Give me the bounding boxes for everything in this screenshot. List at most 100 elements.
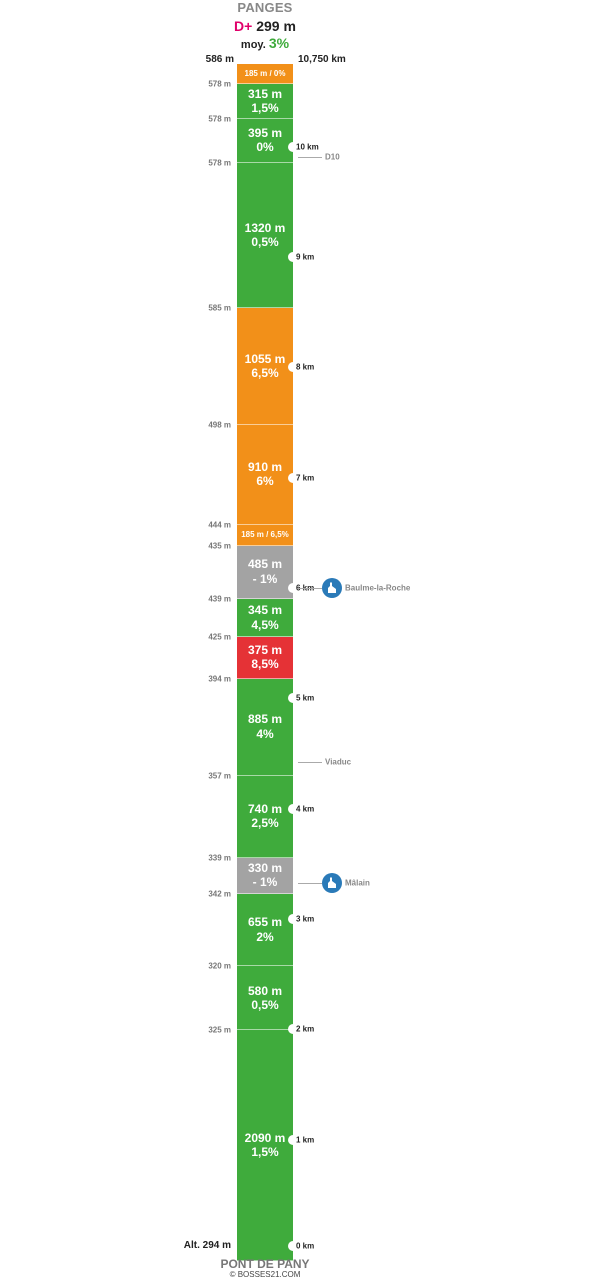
segment-gradient: 2,5% xyxy=(251,816,279,831)
poi-label: Baulme-la-Roche xyxy=(345,583,411,593)
profile-segment: 885 m 4% xyxy=(237,678,293,777)
km-marker-dot xyxy=(288,252,298,263)
km-marker-dot xyxy=(288,693,298,704)
segment-gradient: 4,5% xyxy=(251,617,279,632)
profile-segment: 315 m 1,5% xyxy=(237,84,293,120)
altitude-label: 439 m xyxy=(208,594,231,604)
altitude-label: 339 m xyxy=(208,853,231,863)
dplus-prefix: D+ xyxy=(234,18,253,34)
profile-segment: 1320 m 0,5% xyxy=(237,162,293,309)
poi-label: Mâlain xyxy=(345,878,370,888)
km-marker-label: 3 km xyxy=(296,914,315,924)
altitude-label: 394 m xyxy=(208,674,231,683)
profile-segment: 2090 m 1,5% xyxy=(237,1030,293,1262)
segment-length: 1055 m xyxy=(244,351,286,366)
segment-length: 2090 m xyxy=(244,1130,286,1145)
profile-segment: 655 m 2% xyxy=(237,894,293,967)
segment-length: 740 m xyxy=(247,802,283,817)
segment-length: 375 m xyxy=(247,642,283,657)
church-icon xyxy=(322,872,342,893)
start-altitude: Alt. 294 m xyxy=(183,1240,231,1251)
km-marker-label: 4 km xyxy=(296,804,315,814)
elevation-gain: D+ 299 m xyxy=(0,18,530,34)
summit-altitude: 586 m xyxy=(205,54,234,65)
segment-length: 885 m xyxy=(247,712,283,727)
segment-gradient: - 1% xyxy=(252,875,278,890)
segment-gradient: 6% xyxy=(256,474,274,489)
profile-segment: 185 m / 6,5% xyxy=(237,525,293,546)
altitude-label: 357 m xyxy=(208,771,231,781)
km-marker-label: 2 km xyxy=(296,1024,315,1034)
segment-gradient: 8,5% xyxy=(251,657,279,672)
moy-value: 3% xyxy=(268,35,290,51)
profile-segment: 580 m 0,5% xyxy=(237,966,293,1031)
km-marker-dot xyxy=(288,803,298,814)
segment-length: 345 m xyxy=(247,603,283,618)
altitude-label: 498 m xyxy=(208,420,231,430)
profile-segment: 740 m 2,5% xyxy=(237,776,293,858)
km-marker-dot xyxy=(288,914,298,925)
segment-gradient: - 1% xyxy=(252,571,278,586)
km-marker-label: 7 km xyxy=(296,473,315,483)
poi-leader-line xyxy=(298,588,322,590)
km-marker-dot xyxy=(288,583,298,594)
km-marker-label: 9 km xyxy=(296,252,315,262)
segment-length: 395 m xyxy=(247,126,283,141)
total-distance: 10,750 km xyxy=(298,54,346,65)
profile-segment: 485 m- 1% xyxy=(237,545,293,600)
km-marker-label: 8 km xyxy=(296,362,315,372)
profile-segment: 910 m 6% xyxy=(237,424,293,526)
segment-length: 485 m xyxy=(247,557,283,572)
km-marker-label: 5 km xyxy=(296,693,315,703)
altitude-label: 435 m xyxy=(208,541,231,551)
km-marker-label: 1 km xyxy=(296,1135,315,1145)
altitude-label: 578 m xyxy=(208,114,231,124)
segment-length: 185 m / 6,5% xyxy=(241,530,289,540)
profile-segment: 345 m 4,5% xyxy=(237,599,293,638)
segment-gradient: 6,5% xyxy=(251,366,279,381)
poi-leader-line xyxy=(298,156,322,158)
profile-segment: 185 m / 0% xyxy=(237,64,293,85)
church-icon xyxy=(322,578,342,599)
km-marker-dot xyxy=(288,1241,298,1251)
moy-label: moy. xyxy=(240,39,266,51)
credit: © BOSSES21.COM xyxy=(229,1270,301,1279)
km-marker-dot xyxy=(288,472,298,483)
km-marker-dot xyxy=(288,141,298,152)
profile-segment: 1055 m 6,5% xyxy=(237,308,293,425)
altitude-label: 342 m xyxy=(208,889,231,899)
segment-length: 580 m xyxy=(247,983,283,998)
segment-length: 910 m xyxy=(247,460,283,475)
segment-gradient: 0,5% xyxy=(251,997,279,1012)
profile-segment: 330 m- 1% xyxy=(237,857,293,895)
segment-length: 655 m xyxy=(247,915,283,930)
altitude-label: 325 m xyxy=(208,1025,231,1035)
profile-segment: 375 m 8,5% xyxy=(237,637,293,679)
altitude-label: 444 m xyxy=(208,520,231,530)
altitude-label: 578 m xyxy=(208,158,231,168)
dplus-value: 299 m xyxy=(256,18,296,34)
altitude-label: 425 m xyxy=(208,632,231,642)
segment-gradient: 0,5% xyxy=(251,235,279,250)
segment-gradient: 1,5% xyxy=(251,1145,279,1160)
km-marker-dot xyxy=(288,1024,298,1035)
segment-length: 1320 m xyxy=(244,220,286,235)
start-name: PONT DE PANY xyxy=(220,1257,310,1271)
segment-length: 330 m xyxy=(247,861,283,876)
km-marker-dot xyxy=(288,1134,298,1145)
altitude-label: 320 m xyxy=(208,961,231,971)
poi-leader-line xyxy=(298,762,322,764)
segment-gradient: 1,5% xyxy=(251,101,279,116)
km-marker-label: 10 km xyxy=(296,142,319,152)
segment-gradient: 4% xyxy=(256,726,274,741)
altitude-label: 585 m xyxy=(208,303,231,313)
average-gradient: moy. 3% xyxy=(0,35,530,51)
segment-gradient: 2% xyxy=(256,929,274,944)
poi-label: Viaduc xyxy=(325,757,352,767)
segment-length: 315 m xyxy=(247,86,283,101)
altitude-label: 578 m xyxy=(208,79,231,89)
km-marker-label: 0 km xyxy=(296,1241,315,1251)
poi-label: D10 xyxy=(325,152,340,162)
climb-title: PANGES xyxy=(237,0,293,15)
segment-gradient: 0% xyxy=(256,140,274,155)
